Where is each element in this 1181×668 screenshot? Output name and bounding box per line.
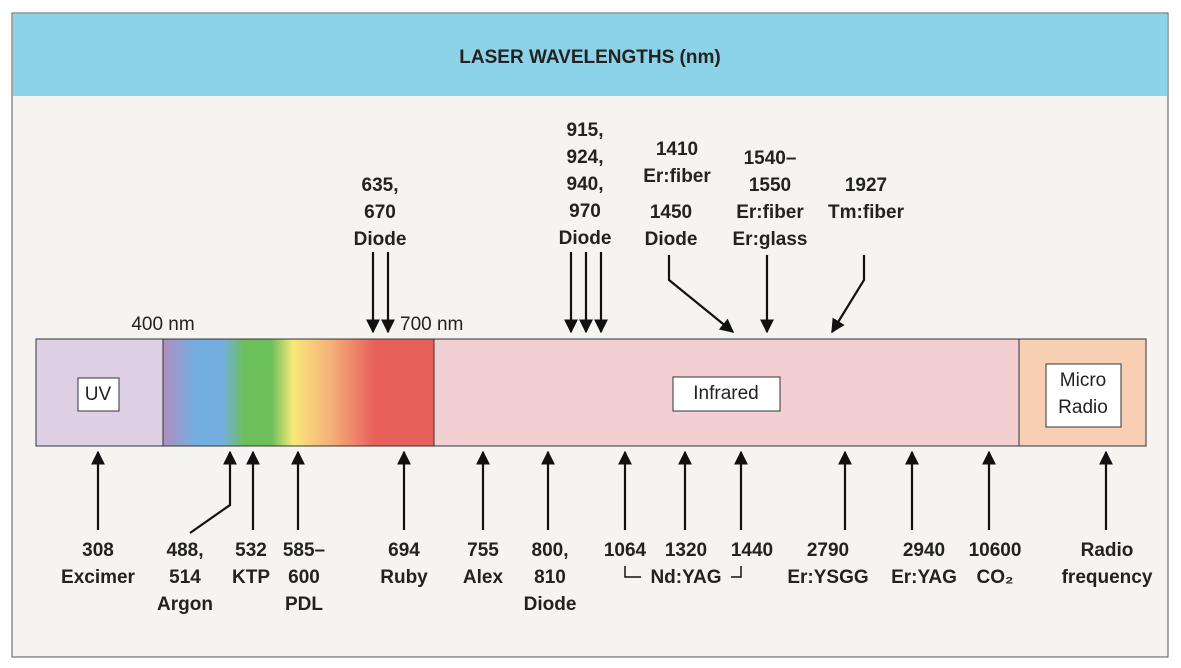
top-label: 970 [569, 201, 601, 222]
label-box [672, 376, 781, 412]
arrows [91, 252, 1113, 534]
bottom-label: 1320 [665, 540, 707, 561]
top-label: Tm:fiber [828, 202, 905, 223]
bottom-label: Alex [463, 567, 504, 588]
top-label: 1410 [656, 139, 698, 160]
bottom-label: 2940 [903, 540, 945, 561]
bottom-label: 600 [288, 567, 320, 588]
bottom-label: Er:YAG [891, 567, 957, 588]
bottom-label: 2790 [807, 540, 849, 561]
bottom-label: 810 [534, 567, 566, 588]
frame [11, 12, 1169, 658]
marker-label: 700 nm [400, 314, 463, 335]
visible-region [162, 338, 435, 447]
bottom-label: 1064 [604, 540, 647, 561]
bottom-label: Argon [157, 594, 213, 615]
top-label: 940, [567, 174, 604, 195]
bottom-label: 514 [169, 567, 201, 588]
bottom-label: 488, [167, 540, 204, 561]
header-bar [13, 14, 1167, 96]
bottom-label: Ruby [380, 567, 428, 588]
bottom-label: frequency [1062, 567, 1153, 588]
top-label: Er:fiber [736, 202, 804, 223]
top-label: Diode [354, 229, 407, 250]
region-label: Radio [1058, 397, 1108, 418]
bottom-label: Er:YSGG [787, 567, 868, 588]
bottom-label: 755 [467, 540, 499, 561]
top-label: Er:fiber [643, 166, 711, 187]
top-label: 670 [364, 202, 396, 223]
label-box [1045, 363, 1122, 428]
region-label: UV [85, 384, 112, 405]
top-label: Diode [645, 229, 698, 250]
bottom-label: 800, [532, 540, 569, 561]
top-label: Er:glass [733, 229, 808, 250]
top-label: 1450 [650, 202, 692, 223]
bottom-label: Diode [524, 594, 577, 615]
bottom-label: Nd:YAG [650, 567, 721, 588]
bottom-label: 1440 [731, 540, 773, 561]
top-label: 1540– [744, 148, 797, 169]
bottom-label: Radio [1081, 540, 1134, 561]
top-label: 924, [567, 147, 604, 168]
bottom-label: 694 [388, 540, 420, 561]
top-label: 1927 [845, 175, 887, 196]
bracket [624, 566, 742, 578]
title: LASER WAVELENGTHS (nm) [459, 47, 720, 68]
bottom-label: 10600 [969, 540, 1022, 561]
bottom-label: 532 [235, 540, 267, 561]
top-label: 1550 [749, 175, 791, 196]
top-label: 635, [362, 175, 399, 196]
bottom-label: 585– [283, 540, 325, 561]
region-label: Micro [1060, 370, 1106, 391]
label-box [77, 377, 120, 412]
bottom-label: 308 [82, 540, 114, 561]
bottom-label: KTP [232, 567, 270, 588]
bottom-label: PDL [285, 594, 323, 615]
bottom-label: CO₂ [977, 567, 1014, 588]
marker-label: 400 nm [131, 314, 194, 335]
region-label: Infrared [693, 383, 758, 404]
bottom-label: Excimer [61, 567, 136, 588]
top-label: Diode [559, 228, 612, 249]
top-label: 915, [567, 120, 604, 141]
